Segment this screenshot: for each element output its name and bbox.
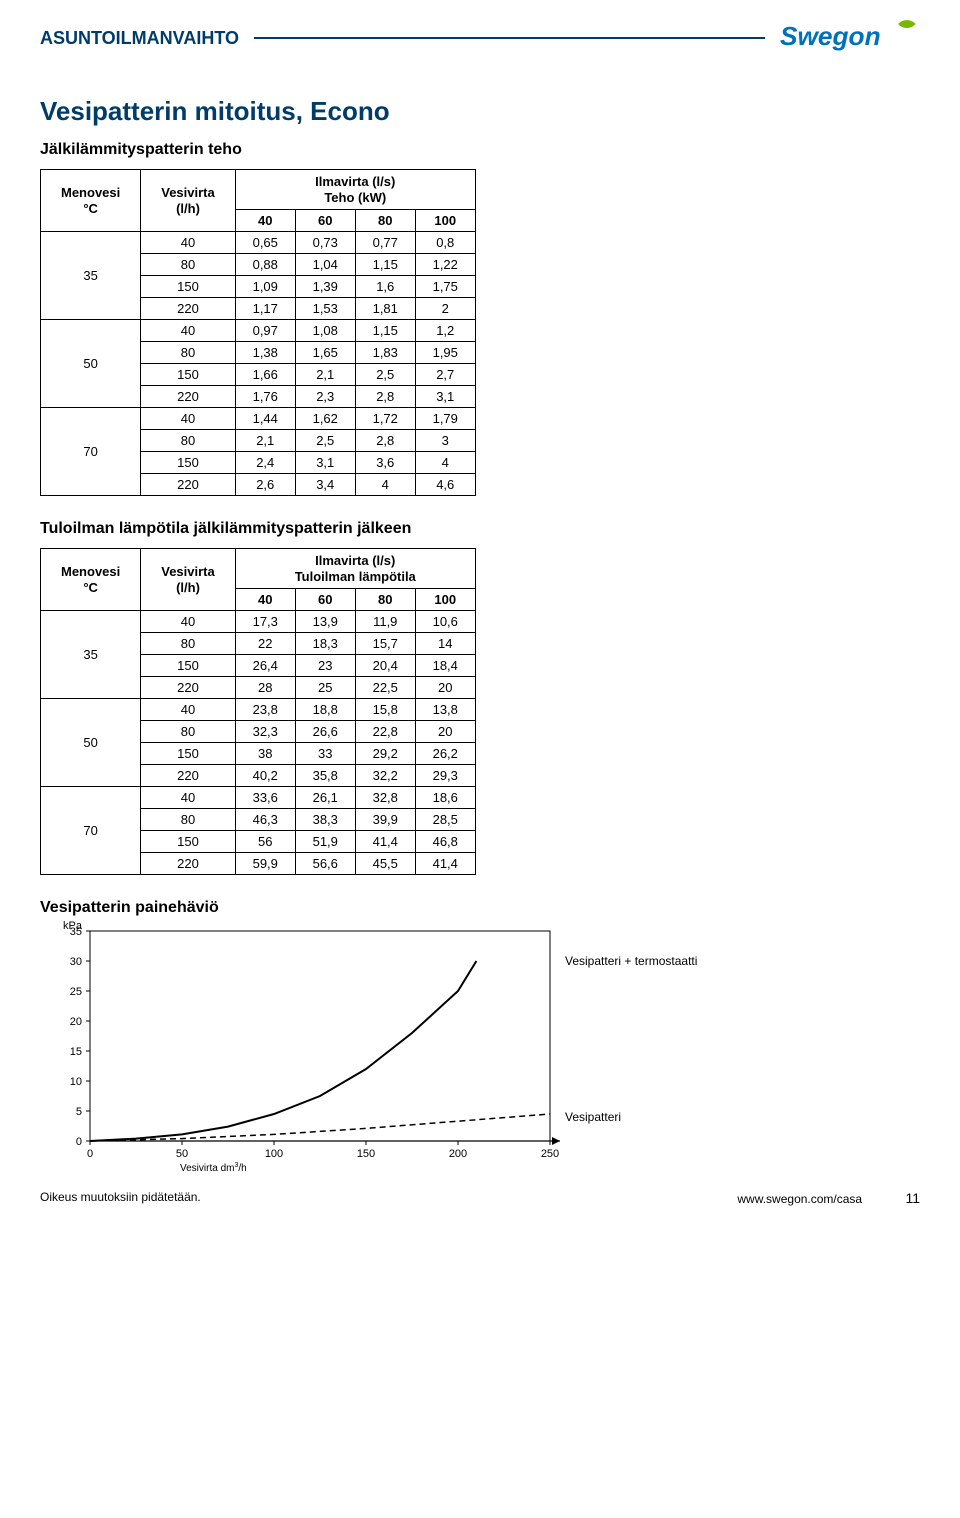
page-number: 11 [905, 1190, 920, 1206]
swegon-logo: Swegon [780, 20, 920, 56]
svg-text:10: 10 [70, 1076, 82, 1088]
header-rule [254, 37, 765, 39]
table1-title: Jälkilämmityspatterin teho [40, 141, 920, 159]
svg-text:Swegon: Swegon [780, 21, 881, 51]
footer: Oikeus muutoksiin pidätetään. www.swegon… [40, 1190, 920, 1206]
table1: Menovesi°CVesivirta(l/h)Ilmavirta (l/s)T… [40, 169, 920, 496]
svg-text:30: 30 [70, 956, 82, 968]
svg-text:15: 15 [70, 1046, 82, 1058]
table2-title: Tuloilman lämpötila jälkilämmityspatteri… [40, 520, 920, 538]
svg-text:0: 0 [76, 1136, 82, 1148]
svg-text:Vesipatteri + termostaatti: Vesipatteri + termostaatti [565, 954, 697, 968]
footer-right: www.swegon.com/casa [737, 1192, 862, 1206]
table2: Menovesi°CVesivirta(l/h)Ilmavirta (l/s)T… [40, 548, 920, 875]
svg-text:250: 250 [541, 1148, 559, 1160]
svg-text:Vesipatteri: Vesipatteri [565, 1110, 621, 1124]
category-label: ASUNTOILMANVAIHTO [40, 28, 239, 49]
chart-title: Vesipatterin painehäviö [40, 899, 920, 917]
svg-text:150: 150 [357, 1148, 375, 1160]
svg-text:200: 200 [449, 1148, 467, 1160]
svg-text:kPa: kPa [63, 920, 83, 932]
svg-text:0: 0 [87, 1148, 93, 1160]
svg-text:100: 100 [265, 1148, 283, 1160]
page-header: ASUNTOILMANVAIHTO Swegon [40, 20, 920, 56]
svg-text:50: 50 [176, 1148, 188, 1160]
svg-text:5: 5 [76, 1106, 82, 1118]
svg-text:Vesivirta dm3/h: Vesivirta dm3/h [180, 1162, 247, 1174]
main-title: Vesipatterin mitoitus, Econo [40, 96, 920, 127]
pressure-chart: 05101520253035kPa050100150200250Vesivirt… [40, 917, 920, 1180]
svg-text:25: 25 [70, 986, 82, 998]
svg-text:20: 20 [70, 1016, 82, 1028]
footer-left: Oikeus muutoksiin pidätetään. [40, 1190, 201, 1206]
